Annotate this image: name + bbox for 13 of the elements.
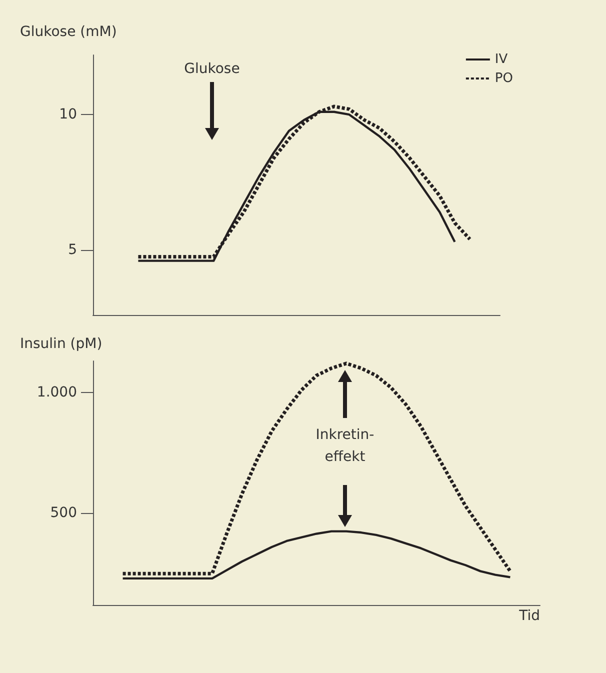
y-axis-title: Glukose (mM) bbox=[20, 24, 117, 40]
y-tick-label: 10 bbox=[59, 106, 77, 123]
y-tick-label: 1.000 bbox=[36, 384, 77, 400]
legend-label: PO bbox=[494, 71, 514, 86]
annotation: Inkretin- effekt bbox=[314, 426, 376, 467]
y-tick-label: 5 bbox=[68, 242, 77, 258]
line-series bbox=[122, 530, 512, 580]
legend-label: IV bbox=[494, 52, 508, 67]
y-tick-label: 500 bbox=[50, 505, 77, 522]
y-axis-title: Insulin (pM) bbox=[20, 336, 102, 352]
annotation: Glukose bbox=[183, 60, 241, 79]
x-axis-title: Tid bbox=[518, 608, 540, 624]
line-series bbox=[121, 362, 512, 576]
